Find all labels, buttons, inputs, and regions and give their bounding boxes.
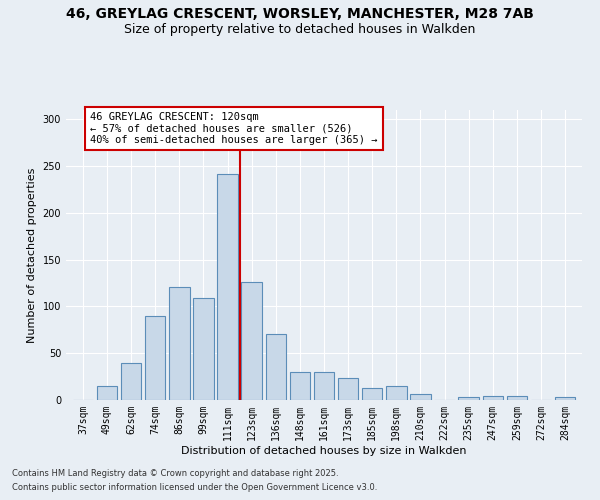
Bar — [555, 397, 575, 400]
Bar — [386, 386, 407, 400]
Bar — [241, 282, 262, 400]
Bar — [362, 388, 382, 400]
Bar — [169, 287, 190, 400]
Bar — [145, 316, 166, 400]
Bar — [121, 362, 142, 400]
X-axis label: Distribution of detached houses by size in Walkden: Distribution of detached houses by size … — [181, 446, 467, 456]
Text: 46, GREYLAG CRESCENT, WORSLEY, MANCHESTER, M28 7AB: 46, GREYLAG CRESCENT, WORSLEY, MANCHESTE… — [66, 8, 534, 22]
Text: 46 GREYLAG CRESCENT: 120sqm
← 57% of detached houses are smaller (526)
40% of se: 46 GREYLAG CRESCENT: 120sqm ← 57% of det… — [90, 112, 377, 145]
Bar — [290, 372, 310, 400]
Bar — [410, 394, 431, 400]
Text: Contains public sector information licensed under the Open Government Licence v3: Contains public sector information licen… — [12, 484, 377, 492]
Bar — [314, 372, 334, 400]
Bar — [338, 378, 358, 400]
Y-axis label: Number of detached properties: Number of detached properties — [27, 168, 37, 342]
Bar — [482, 396, 503, 400]
Bar — [217, 174, 238, 400]
Bar — [458, 397, 479, 400]
Bar — [97, 386, 117, 400]
Bar — [266, 334, 286, 400]
Bar — [506, 396, 527, 400]
Text: Contains HM Land Registry data © Crown copyright and database right 2025.: Contains HM Land Registry data © Crown c… — [12, 468, 338, 477]
Text: Size of property relative to detached houses in Walkden: Size of property relative to detached ho… — [124, 22, 476, 36]
Bar — [193, 298, 214, 400]
